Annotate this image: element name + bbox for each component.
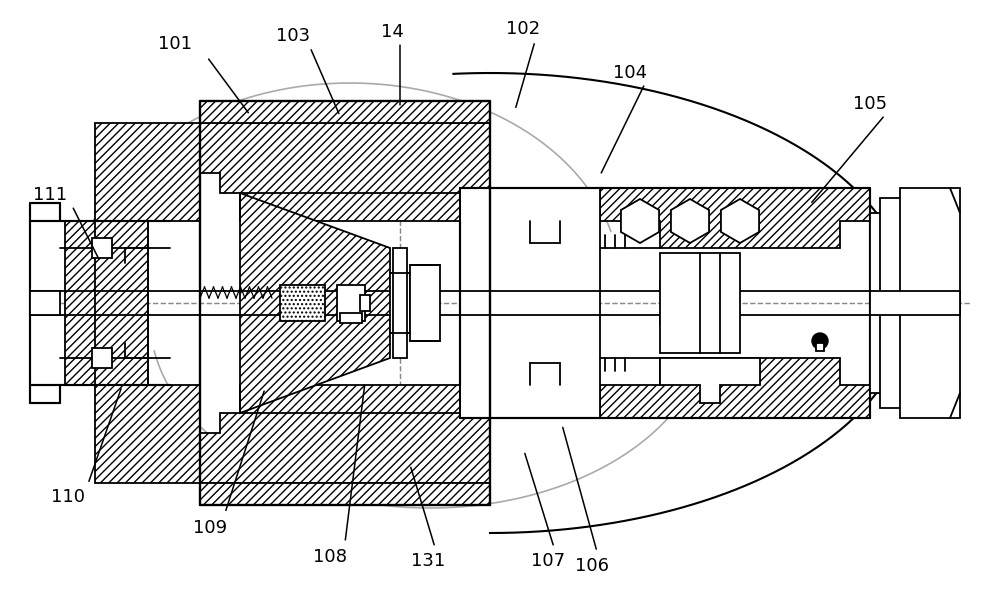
Text: 106: 106 [575,557,609,575]
Text: 107: 107 [531,552,565,571]
Bar [340,313,362,323]
Text: 101: 101 [158,34,192,53]
Text: 111: 111 [33,186,67,204]
Bar [410,265,440,341]
Text: 103: 103 [276,27,310,45]
Bar [30,291,60,315]
Bar [393,248,407,358]
Bar [900,188,960,418]
Polygon shape [65,123,200,483]
Polygon shape [200,385,490,483]
Polygon shape [460,363,600,418]
Polygon shape [660,358,760,403]
Text: 102: 102 [506,20,540,38]
Polygon shape [240,193,410,413]
Bar [337,285,365,321]
Text: 108: 108 [313,548,347,566]
Bar [390,273,410,333]
Bar [92,348,112,368]
Bar [660,253,740,353]
Text: 110: 110 [51,488,85,506]
Bar [870,291,960,315]
Bar [200,483,490,505]
Text: 105: 105 [853,95,887,113]
Polygon shape [621,199,659,243]
Polygon shape [600,358,870,418]
Bar [460,188,600,418]
Bar [870,213,950,393]
Circle shape [812,333,828,349]
Bar [200,101,490,123]
Bar [280,285,325,321]
Text: 131: 131 [411,552,445,571]
Bar [360,295,370,311]
Text: 104: 104 [613,64,647,82]
Bar [880,198,950,408]
Polygon shape [671,199,709,243]
Bar [816,343,824,351]
Bar [92,238,112,258]
Text: 109: 109 [193,518,227,537]
Text: 14: 14 [381,23,403,41]
Polygon shape [721,199,759,243]
Polygon shape [600,188,870,248]
Polygon shape [460,188,600,243]
Polygon shape [200,123,490,221]
